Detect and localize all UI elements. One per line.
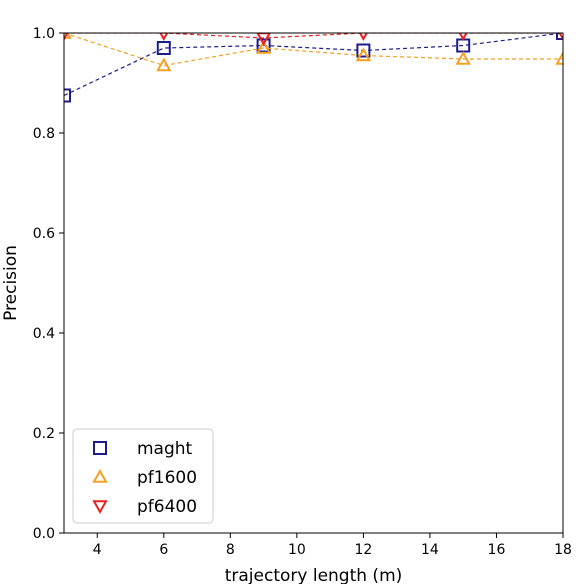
legend-marker-pf1600 (92, 468, 108, 483)
legend-marker-pf6400 (92, 500, 108, 515)
y-tick-label: 0.8 (33, 126, 55, 142)
legend-box (72, 428, 214, 524)
data-point-pf1600 (555, 50, 563, 65)
x-tick-label: 12 (354, 542, 372, 558)
data-point-maght (156, 41, 171, 55)
y-tick-label: 0.0 (33, 526, 55, 542)
legend-entry-maght: maght (93, 439, 193, 459)
y-tick-label: 0.6 (33, 226, 55, 242)
data-point-maght (256, 38, 271, 53)
x-tick-label: 14 (421, 542, 439, 558)
y-tick-label: 1.0 (33, 26, 55, 42)
data-point-pf1600 (156, 57, 172, 72)
y-axis-label: Precision (1, 245, 21, 321)
data-point-pf6400 (64, 33, 69, 42)
legend-label: maght (137, 439, 193, 459)
y-axis-ticks: 0.0 0.2 0.4 0.6 0.8 1.0 (33, 26, 64, 542)
legend-entry-pf6400: pf6400 (92, 497, 197, 517)
series-pf1600 (64, 33, 563, 72)
data-point-pf6400 (458, 33, 468, 42)
legend-entry-pf1600: pf1600 (92, 468, 197, 488)
legend-label: pf1600 (137, 468, 197, 488)
data-point-pf6400 (159, 33, 169, 42)
x-tick-label: 18 (554, 542, 572, 558)
y-tick-label: 0.4 (33, 326, 55, 342)
plot-frame (63, 32, 564, 534)
x-axis-label: trajectory length (m) (225, 566, 403, 584)
x-tick-label: 8 (226, 542, 235, 558)
x-tick-label: 4 (93, 542, 102, 558)
data-point-pf1600 (255, 39, 272, 54)
data-point-pf1600 (355, 47, 372, 62)
x-tick-label: 16 (488, 542, 506, 558)
series-pf6400 (64, 33, 563, 47)
series-line-pf1600 (64, 33, 563, 67)
data-point-pf6400 (558, 33, 563, 42)
data-point-pf6400 (358, 33, 368, 42)
x-tick-label: 6 (159, 542, 168, 558)
legend-label: pf6400 (137, 497, 197, 517)
x-tick-label: 10 (288, 542, 306, 558)
y-tick-label: 0.2 (33, 426, 55, 442)
x-axis-ticks: 4 6 8 10 12 14 16 18 (93, 533, 572, 558)
plot-content (64, 33, 563, 103)
series-line-pf6400 (64, 33, 563, 39)
legend: maght pf1600 pf6400 (72, 428, 214, 524)
data-point-pf1600 (455, 50, 471, 65)
legend-marker-maght (93, 441, 107, 455)
series-maght (64, 33, 563, 103)
data-point-maght (356, 43, 371, 58)
data-point-maght (64, 88, 71, 103)
series-line-maght (64, 33, 563, 97)
